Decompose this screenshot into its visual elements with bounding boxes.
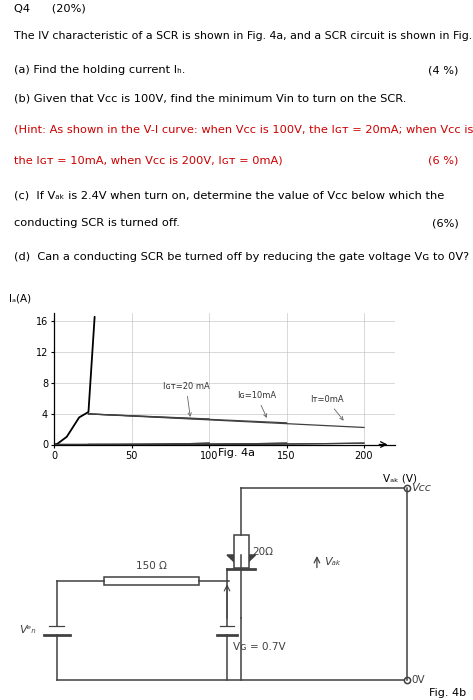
Polygon shape bbox=[227, 555, 255, 568]
Text: Vɢ = 0.7V: Vɢ = 0.7V bbox=[233, 642, 285, 652]
Text: (4 %): (4 %) bbox=[429, 65, 459, 76]
Text: 0V: 0V bbox=[412, 675, 425, 685]
Text: Iɢᴛ=20 mA: Iɢᴛ=20 mA bbox=[163, 382, 210, 416]
Text: 20Ω: 20Ω bbox=[253, 547, 273, 556]
Text: Vᴄᴄ: Vᴄᴄ bbox=[412, 482, 431, 493]
Text: Iɢ=10mA: Iɢ=10mA bbox=[237, 391, 276, 417]
Text: Q4      (20%): Q4 (20%) bbox=[14, 3, 86, 13]
Text: 150 Ω: 150 Ω bbox=[136, 561, 167, 570]
Text: the Iɢᴛ = 10mA, when Vcc is 200V, Iɢᴛ = 0mA): the Iɢᴛ = 10mA, when Vcc is 200V, Iɢᴛ = … bbox=[14, 156, 283, 166]
Text: (a) Find the holding current Iₕ.: (a) Find the holding current Iₕ. bbox=[14, 65, 185, 76]
Text: Iₐ(A): Iₐ(A) bbox=[9, 293, 31, 304]
Text: (6 %): (6 %) bbox=[429, 156, 459, 166]
Bar bbox=[104, 577, 199, 585]
Text: Vₐₖ: Vₐₖ bbox=[324, 556, 341, 567]
Text: (6%): (6%) bbox=[432, 218, 459, 228]
Text: Vₐₖ (V): Vₐₖ (V) bbox=[383, 474, 417, 484]
Text: Iᴛ=0mA: Iᴛ=0mA bbox=[310, 395, 343, 420]
Text: (c)  If Vₐₖ is 2.4V when turn on, determine the value of Vᴄᴄ below which the: (c) If Vₐₖ is 2.4V when turn on, determi… bbox=[14, 190, 445, 200]
Bar bbox=[234, 536, 249, 568]
Text: conducting SCR is turned off.: conducting SCR is turned off. bbox=[14, 218, 180, 228]
Text: (d)  Can a conducting SCR be turned off by reducing the gate voltage Vɢ to 0V? (: (d) Can a conducting SCR be turned off b… bbox=[14, 252, 473, 262]
Text: Fig. 4a: Fig. 4a bbox=[218, 448, 255, 458]
Text: The IV characteristic of a SCR is shown in Fig. 4a, and a SCR circuit is shown i: The IV characteristic of a SCR is shown … bbox=[14, 31, 473, 41]
Text: Vᵉₙ: Vᵉₙ bbox=[19, 625, 35, 636]
Text: Fig. 4b: Fig. 4b bbox=[429, 688, 466, 698]
Text: (Hint: As shown in the V-I curve: when Vcc is 100V, the Iɢᴛ = 20mA; when Vcc is : (Hint: As shown in the V-I curve: when V… bbox=[14, 125, 473, 134]
Text: (b) Given that Vcc is 100V, find the minimum Vin to turn on the SCR.: (b) Given that Vcc is 100V, find the min… bbox=[14, 94, 407, 104]
